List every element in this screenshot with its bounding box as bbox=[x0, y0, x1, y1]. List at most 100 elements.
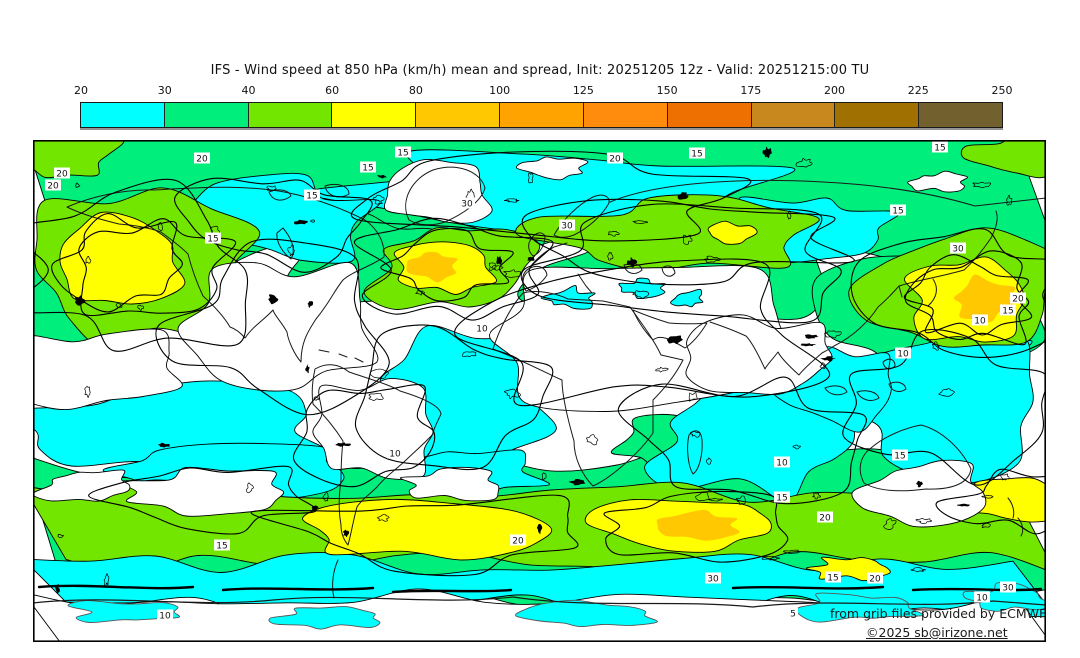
colorbar-cell bbox=[500, 103, 584, 127]
svg-text:15: 15 bbox=[894, 452, 905, 462]
colorbar-cell bbox=[919, 103, 1002, 127]
svg-text:30: 30 bbox=[461, 200, 473, 210]
contour-label: 10 bbox=[974, 591, 990, 604]
world-map: 20 20 20 15 15 15 30 15 10 20 15 30 15 30 15 20 15 10 10 10… bbox=[33, 140, 1046, 642]
colorbar-cell bbox=[164, 103, 249, 127]
contour-label: 30 bbox=[459, 197, 475, 210]
svg-text:15: 15 bbox=[306, 192, 317, 202]
colorbar-tick-label: 20 bbox=[74, 84, 88, 97]
svg-text:10: 10 bbox=[389, 450, 401, 460]
colorbar-tick-label: 150 bbox=[656, 84, 678, 97]
contour-label: 10 bbox=[774, 456, 790, 469]
contour-label: 30 bbox=[705, 572, 721, 585]
map-border bbox=[33, 140, 1046, 642]
contour-label: 10 bbox=[895, 347, 911, 360]
colorbar-cell bbox=[416, 103, 501, 127]
contour-label: 10 bbox=[387, 447, 403, 460]
colorbar-tick-label: 175 bbox=[740, 84, 762, 97]
colorbar-tick-label: 30 bbox=[157, 84, 172, 97]
colorbar-cell bbox=[332, 103, 417, 127]
colorbar-cell bbox=[81, 103, 165, 127]
svg-text:20: 20 bbox=[869, 575, 881, 585]
contour-label: 5 bbox=[788, 607, 798, 620]
svg-text:30: 30 bbox=[952, 245, 964, 255]
svg-text:20: 20 bbox=[819, 514, 831, 524]
attribution-text: from grib files provided by ECMWF bbox=[830, 606, 1047, 621]
contour-label: 20 bbox=[867, 572, 883, 585]
svg-text:30: 30 bbox=[707, 575, 719, 585]
contour-label: 15 bbox=[205, 232, 221, 245]
colorbar-tick-label: 225 bbox=[907, 84, 929, 97]
svg-text:15: 15 bbox=[776, 494, 787, 504]
colorbar-cell bbox=[835, 103, 920, 127]
svg-text:15: 15 bbox=[207, 235, 218, 245]
contour-label: 20 bbox=[510, 534, 526, 547]
colorbar-cell bbox=[248, 103, 333, 127]
contour-label: 15 bbox=[214, 539, 230, 552]
contour-label: 15 bbox=[932, 141, 948, 154]
colorbar-tick-label: 125 bbox=[572, 84, 594, 97]
svg-text:15: 15 bbox=[1002, 307, 1013, 317]
svg-text:10: 10 bbox=[776, 459, 788, 469]
colorbar-tick-label: 60 bbox=[325, 84, 340, 97]
svg-text:15: 15 bbox=[691, 150, 702, 160]
colorbar bbox=[80, 102, 1003, 128]
svg-text:30: 30 bbox=[1002, 584, 1014, 594]
colorbar-ticks: 20 30 40 60 80 100 125 150 175 200 225 250 bbox=[74, 84, 1013, 98]
contour-label: 10 bbox=[972, 314, 988, 327]
contour-label: 15 bbox=[890, 204, 906, 217]
colorbar-cell bbox=[583, 103, 668, 127]
svg-text:20: 20 bbox=[56, 170, 68, 180]
copyright-link[interactable]: ©2025 sb@irizone.net bbox=[866, 625, 1008, 640]
contour-label: 30 bbox=[1000, 581, 1016, 594]
world-map-svg: 20 20 20 15 15 15 30 15 10 20 15 30 15 30 15 20 15 10 10 10… bbox=[33, 140, 1046, 642]
svg-text:15: 15 bbox=[362, 164, 373, 174]
svg-text:15: 15 bbox=[934, 144, 945, 154]
contour-label: 20 bbox=[45, 179, 61, 192]
contour-label: 15 bbox=[1000, 304, 1016, 317]
contour-label: 30 bbox=[950, 242, 966, 255]
svg-text:20: 20 bbox=[196, 155, 208, 165]
svg-text:15: 15 bbox=[892, 207, 903, 217]
svg-text:15: 15 bbox=[397, 149, 408, 159]
small-contour-speckles bbox=[54, 146, 1013, 594]
contour-label: 15 bbox=[825, 571, 841, 584]
svg-text:20: 20 bbox=[1012, 295, 1024, 305]
contour-label: 30 bbox=[559, 219, 575, 232]
contour-label: 10 bbox=[157, 609, 173, 622]
contour-label: 15 bbox=[689, 147, 705, 160]
colorbar-tick-label: 100 bbox=[489, 84, 511, 97]
svg-text:10: 10 bbox=[476, 325, 488, 335]
contour-label: 20 bbox=[607, 152, 623, 165]
contour-label: 10 bbox=[474, 322, 490, 335]
wind-speed-fill-regions bbox=[33, 140, 1046, 642]
contour-label: 20 bbox=[54, 167, 70, 180]
contour-label: 15 bbox=[304, 189, 320, 202]
contour-label: 15 bbox=[395, 146, 411, 159]
svg-text:5: 5 bbox=[790, 610, 796, 620]
svg-text:30: 30 bbox=[561, 222, 573, 232]
colorbar-tick-label: 40 bbox=[241, 84, 256, 97]
colorbar-tick-label: 250 bbox=[991, 84, 1013, 97]
contour-label: 15 bbox=[774, 491, 790, 504]
contour-label: 20 bbox=[194, 152, 210, 165]
svg-text:20: 20 bbox=[47, 182, 59, 192]
svg-text:10: 10 bbox=[159, 612, 171, 622]
svg-text:20: 20 bbox=[609, 155, 621, 165]
svg-text:15: 15 bbox=[827, 574, 838, 584]
contour-labels-layer: 20 20 20 15 15 15 30 15 10 20 15 30 15 30 15 20 15 10 10 10… bbox=[45, 141, 1026, 622]
spread-contour-lines bbox=[33, 150, 1046, 577]
svg-text:10: 10 bbox=[897, 350, 909, 360]
contour-label: 15 bbox=[360, 161, 376, 174]
colorbar-tick-label: 200 bbox=[824, 84, 846, 97]
contour-label: 20 bbox=[817, 511, 833, 524]
colorbar-tick-label: 80 bbox=[408, 84, 423, 97]
colorbar-cell bbox=[667, 103, 752, 127]
svg-text:10: 10 bbox=[976, 594, 988, 604]
contour-label: 15 bbox=[892, 449, 908, 462]
svg-text:10: 10 bbox=[974, 317, 986, 327]
contour-label: 20 bbox=[1010, 292, 1026, 305]
svg-text:15: 15 bbox=[216, 542, 227, 552]
antarctic-contour-band bbox=[37, 584, 1043, 594]
page-title: IFS - Wind speed at 850 hPa (km/h) mean … bbox=[210, 63, 870, 78]
